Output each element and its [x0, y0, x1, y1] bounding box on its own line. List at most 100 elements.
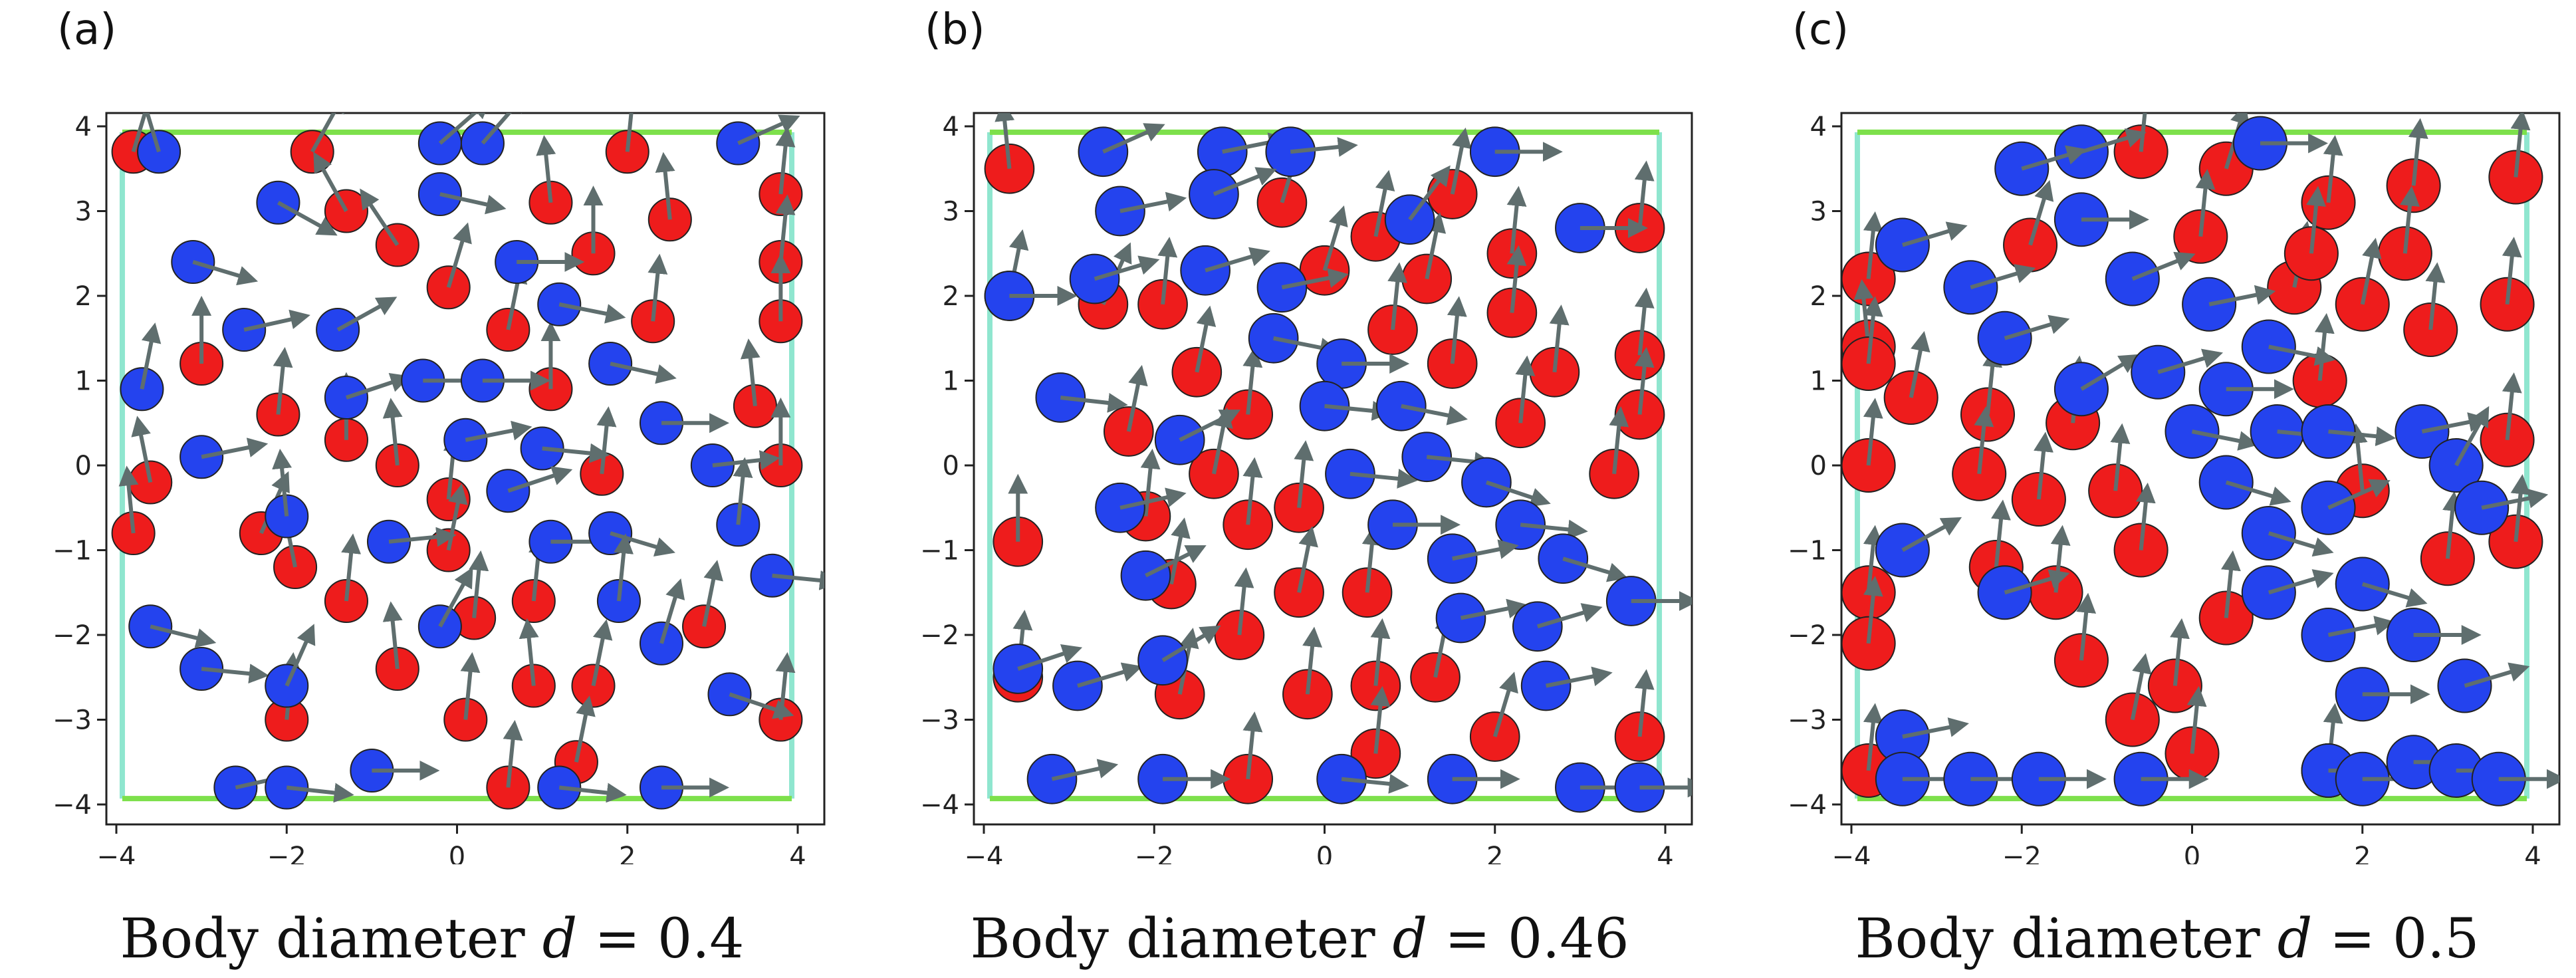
- heading-arrow: [1126, 364, 1148, 432]
- x-tick-label: −2: [1135, 842, 1174, 864]
- heading-arrow: [2004, 314, 2070, 340]
- heading-arrow: [702, 560, 723, 627]
- heading-arrow: [118, 465, 139, 534]
- y-tick-label: 1: [943, 366, 959, 397]
- heading-arrow: [2510, 113, 2531, 178]
- heading-arrow: [542, 443, 610, 463]
- caption-var: d: [2277, 908, 2313, 971]
- heading-arrow: [1102, 123, 1165, 154]
- heading-arrow: [1492, 672, 1518, 737]
- y-tick-label: −4: [1788, 790, 1827, 820]
- heading-arrow: [558, 302, 626, 324]
- y-tick-label: 0: [75, 451, 92, 481]
- heading-arrow: [2220, 550, 2241, 618]
- heading-arrow: [1119, 191, 1187, 213]
- heading-arrow: [2034, 431, 2053, 500]
- heading-arrow: [647, 253, 668, 322]
- heading-arrow: [1140, 448, 1161, 517]
- heading-arrow: [775, 194, 796, 263]
- heading-arrow: [140, 322, 162, 390]
- heading-arrow: [740, 338, 761, 407]
- heading-arrow: [1634, 287, 1655, 356]
- heading-arrow: [1634, 669, 1655, 737]
- heading-arrow: [1450, 127, 1472, 195]
- heading-arrow: [1322, 205, 1348, 271]
- heading-arrow: [460, 652, 481, 720]
- heading-arrow: [1536, 603, 1603, 629]
- caption-value: = 0.46: [1445, 908, 1629, 971]
- heading-arrow: [1863, 576, 1883, 644]
- heading-arrow: [2268, 344, 2335, 366]
- heading-arrow: [2021, 145, 2087, 171]
- y-tick-label: −1: [1788, 536, 1827, 566]
- scatter-plot: −4 −2 0 2 4 4 3 2 1 0 −1 −2 −3 −4: [920, 112, 1693, 864]
- heading-arrow: [614, 533, 634, 602]
- heading-arrow: [1460, 598, 1528, 620]
- heading-arrow: [439, 192, 507, 215]
- heading-arrow: [1234, 567, 1254, 636]
- axes-frame: [973, 112, 1693, 826]
- heading-arrow: [2076, 592, 2097, 661]
- x-tick-label: 4: [1657, 842, 1673, 864]
- caption-value: = 0.4: [594, 908, 745, 971]
- heading-arrow: [243, 309, 310, 332]
- heading-arrow: [1349, 468, 1418, 489]
- heading-arrow: [2425, 262, 2446, 330]
- heading-arrow: [2510, 474, 2531, 543]
- y-tick-label: −4: [920, 790, 959, 820]
- heading-arrow: [1425, 212, 1447, 280]
- heading-arrow: [2130, 653, 2152, 721]
- heading-arrow: [481, 113, 528, 145]
- y-tick-label: 2: [943, 281, 959, 312]
- y-tick-label: 3: [1810, 197, 1827, 227]
- heading-arrow: [1408, 165, 1451, 221]
- heading-arrow: [574, 695, 596, 763]
- heading-arrow: [1991, 499, 2011, 568]
- heading-arrow: [336, 297, 398, 332]
- y-tick-label: −3: [1788, 705, 1827, 736]
- heading-arrow: [1909, 330, 1931, 398]
- heading-arrow: [2195, 169, 2216, 237]
- x-tick-label: 2: [619, 842, 636, 864]
- heading-arrow: [438, 113, 491, 145]
- heading-arrow: [1506, 245, 1527, 313]
- heading-arrow: [1341, 773, 1409, 794]
- heading-arrow: [438, 567, 473, 628]
- y-tick-label: 4: [75, 112, 92, 142]
- caption: Body diameter d = 0.5: [1775, 908, 2559, 971]
- heading-arrow: [1161, 625, 1221, 662]
- y-tick-label: −1: [53, 536, 92, 566]
- heading-arrow: [2408, 118, 2428, 186]
- heading-arrow: [536, 135, 556, 203]
- heading-arrow: [1863, 296, 1883, 364]
- scatter-plot: −4 −2 0 2 4 4 3 2 1 0 −1 −2 −3 −4: [53, 112, 826, 864]
- panel-label: (b): [925, 5, 985, 55]
- panel-b: (b) −4 −2 0 2 4 4 3 2 1 0 −1 −2 −3 −4 Body diameter d…: [868, 0, 1725, 978]
- scatter-plot: −4 −2 0 2 4 4 3 2 1 0 −1 −2 −3 −4: [1788, 112, 2561, 864]
- caption: Body diameter d = 0.46: [907, 908, 1692, 971]
- heading-arrow: [2170, 618, 2190, 686]
- heading-arrow: [1094, 255, 1160, 281]
- heading-arrow: [2328, 426, 2397, 447]
- heading-arrow: [286, 783, 354, 803]
- heading-arrow: [1970, 264, 2036, 290]
- y-tick-label: −2: [53, 620, 92, 651]
- heading-arrow: [1077, 662, 1143, 688]
- heading-arrow: [2268, 569, 2334, 595]
- heading-arrow: [1195, 305, 1217, 373]
- x-tick-label: −2: [2002, 842, 2042, 864]
- caption-prefix: Body diameter: [120, 908, 525, 971]
- y-tick-label: 0: [943, 451, 959, 481]
- heading-arrow: [1157, 237, 1178, 305]
- heading-arrow: [2080, 354, 2140, 391]
- heading-arrow: [2208, 285, 2276, 306]
- y-tick-label: −3: [920, 705, 959, 736]
- heading-arrow: [1294, 440, 1314, 509]
- caption-prefix: Body diameter: [970, 908, 1375, 971]
- heading-arrow: [1179, 410, 1241, 442]
- caption-value: = 0.5: [2329, 908, 2480, 971]
- x-tick-label: 2: [2354, 842, 2371, 864]
- x-tick-label: 0: [1316, 842, 1333, 864]
- y-tick-label: −4: [53, 790, 92, 820]
- heading-arrow: [729, 692, 794, 719]
